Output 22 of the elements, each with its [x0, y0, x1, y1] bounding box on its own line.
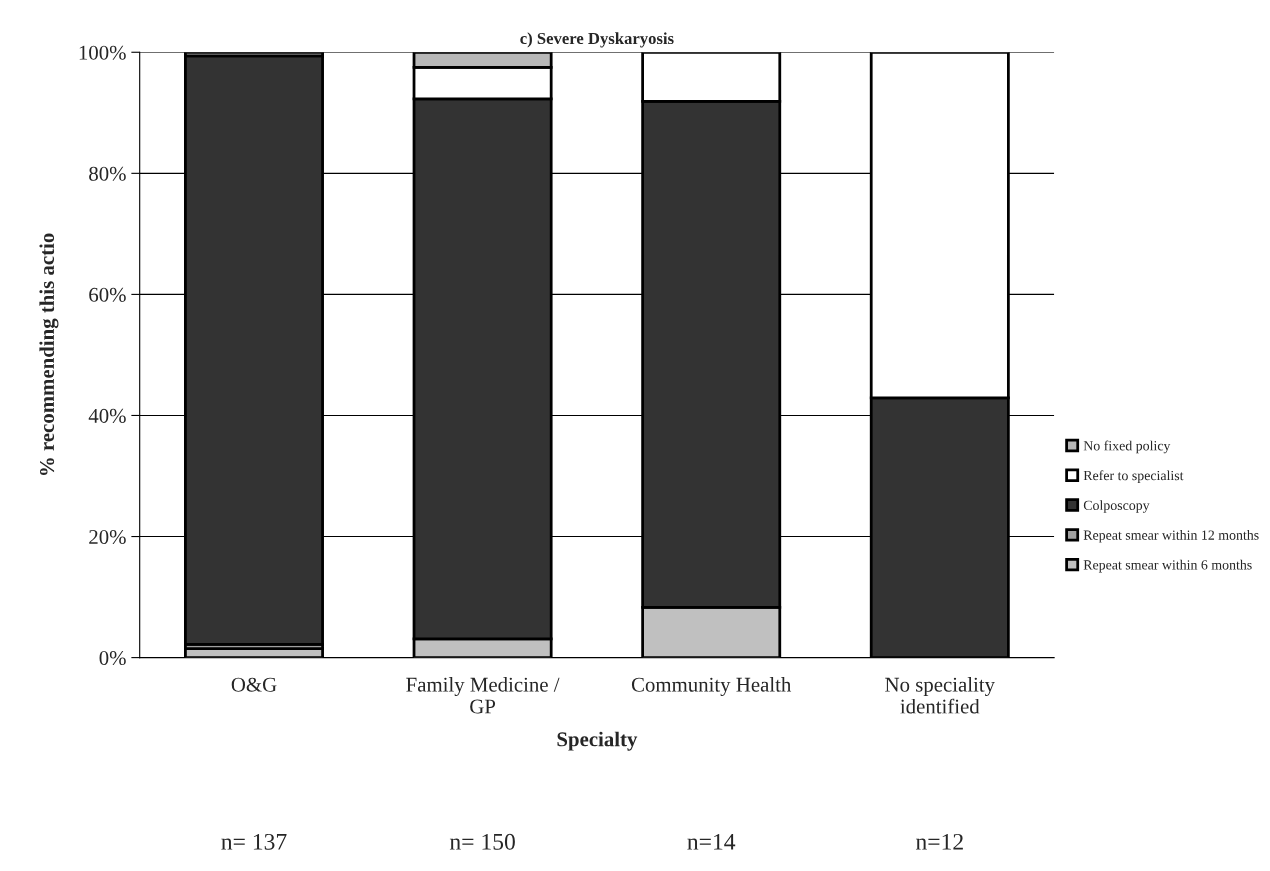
legend-label: Repeat smear within 12 months — [1083, 530, 1259, 543]
y-tick-label: 60% — [89, 287, 126, 302]
legend-label: Repeat smear within 6 months — [1083, 559, 1252, 573]
legend-label: No fixed policy — [1083, 440, 1171, 454]
y-tick-label: 100% — [79, 45, 126, 60]
text: n=14 — [687, 833, 736, 850]
y-axis-title: % recommending this actio — [39, 233, 59, 475]
text: n= 150 — [449, 833, 515, 850]
y-tick-label: 40% — [88, 408, 126, 423]
y-tick-label: 80% — [89, 166, 126, 181]
text: n= 137 — [221, 833, 287, 850]
x-axis-title: Specialty — [557, 731, 638, 751]
x-tick-label: O&G — [231, 677, 277, 692]
x-tick-label: Family Medicine / GP — [406, 677, 560, 714]
text: n=12 — [915, 833, 963, 850]
x-tick-label: Community Health — [631, 677, 792, 696]
chart-title: c) Severe Dyskaryosis — [520, 32, 674, 48]
y-tick-label: 20% — [89, 529, 126, 545]
y-tick-label: 0% — [99, 650, 126, 666]
legend-label: Colposcopy — [1083, 500, 1150, 513]
legend-label: Refer to specialist — [1083, 470, 1184, 484]
x-tick-label: No speciality identified — [885, 677, 995, 714]
